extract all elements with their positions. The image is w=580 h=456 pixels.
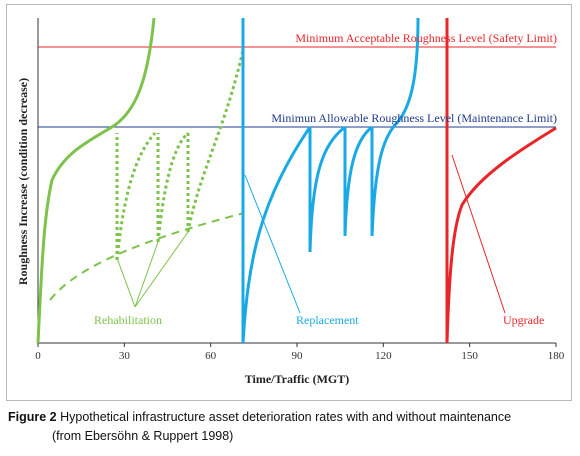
figure-caption: Figure 2 Hypothetical infrastructure ass…	[8, 408, 574, 446]
upgrade-label: Upgrade	[503, 313, 544, 327]
x-tick-label: 0	[35, 350, 41, 362]
x-axis-label: Time/Traffic (MGT)	[245, 372, 350, 386]
replacement-label: Replacement	[296, 313, 359, 327]
replacement-pointer	[244, 174, 301, 314]
safety-limit-label: Minimum Acceptable Roughness Level (Safe…	[295, 31, 557, 45]
chart: 0 30 60 90 120 150 180 Time/Traffic (MGT) Roug…	[16, 17, 565, 386]
chart-frame	[6, 4, 572, 401]
x-tick-label: 30	[119, 350, 131, 362]
deterioration-curves	[36, 17, 557, 344]
x-tick-label: 150	[461, 350, 478, 362]
x-tick-labels: 0 30 60 90 120 150 180	[35, 343, 565, 362]
maintenance-limit-label: Minimun Allowable Roughness Level (Maint…	[271, 111, 557, 125]
rehabilitation-pointer	[116, 257, 136, 308]
rehabilitated-trend-curve	[49, 212, 245, 301]
rehabilitation-cycles-curve	[115, 49, 245, 261]
reference-lines	[38, 46, 556, 128]
replacement-curve	[241, 17, 420, 344]
caption-line-2: (from Ebersöhn & Ruppert 1998)	[52, 429, 234, 443]
upgrade-curve	[445, 126, 557, 344]
upgrade-pointer	[451, 154, 506, 314]
x-tick-label: 120	[375, 350, 392, 362]
caption-line-1: Hypothetical infrastructure asset deteri…	[60, 410, 512, 424]
rehabilitation-pointer	[134, 241, 159, 308]
annotations	[116, 154, 506, 314]
rehabilitation-label: Rehabilitation	[94, 313, 162, 327]
x-tick-label: 90	[292, 350, 304, 362]
y-axis-label: Roughness Increase (condition decrease)	[16, 78, 30, 285]
x-tick-label: 180	[548, 350, 565, 362]
x-tick-label: 60	[205, 350, 217, 362]
no-maintenance-curve	[36, 17, 156, 344]
rehabilitation-pointer	[134, 231, 189, 308]
figure-number: Figure 2	[8, 410, 57, 424]
